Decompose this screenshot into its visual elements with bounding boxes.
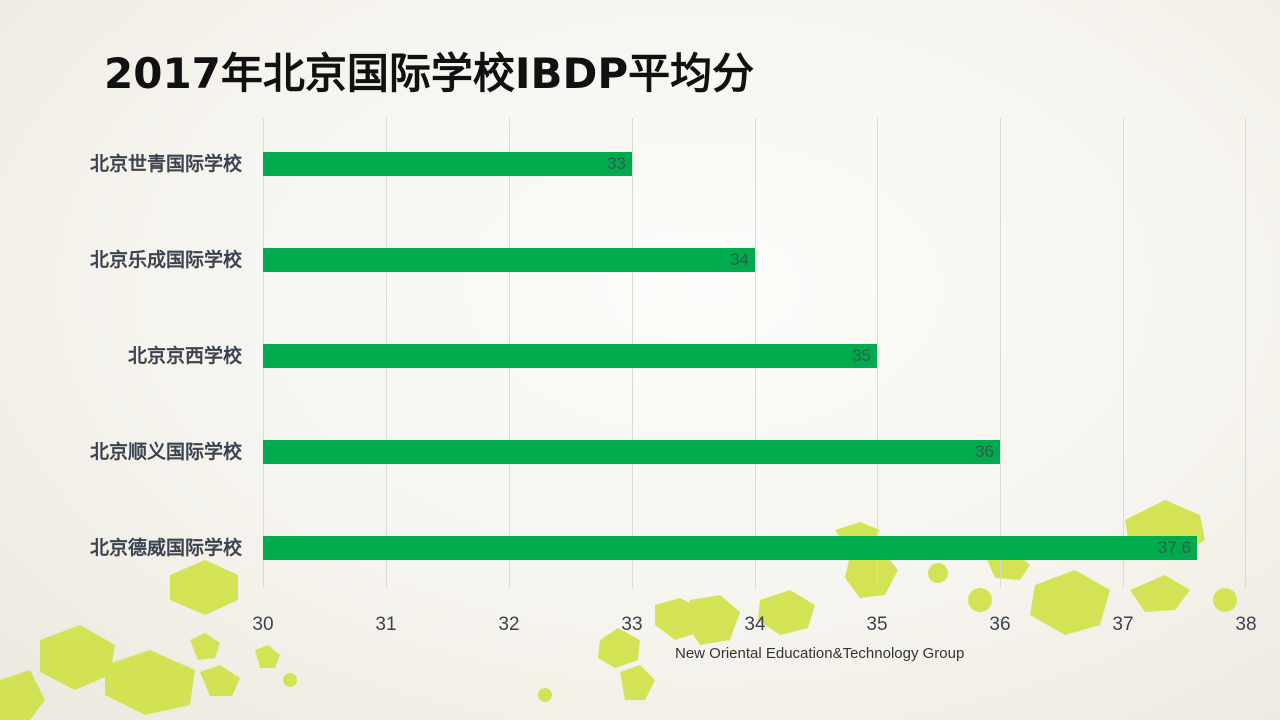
bar-value-label: 34 [730,250,749,269]
bar-value-label: 36 [975,442,994,461]
gridline-35 [877,118,878,588]
x-tick-label: 30 [252,614,274,635]
category-label: 北京世青国际学校 [89,153,242,175]
bar-0: 33 [263,152,632,176]
x-tick-label: 34 [744,614,766,635]
category-label: 北京顺义国际学校 [89,441,242,463]
category-label: 北京乐成国际学校 [89,249,242,271]
bar-2: 35 [263,344,877,368]
bar-value-label: 37.6 [1157,538,1191,557]
x-tick-label: 37 [1112,614,1134,635]
footer-organization-text: New Oriental Education&Technology Group [675,645,965,662]
bar-3: 36 [263,440,1000,464]
category-label: 北京京西学校 [127,345,242,367]
category-label: 北京德威国际学校 [89,537,242,559]
gridline-36 [1000,118,1001,588]
x-tick-label: 32 [498,614,520,635]
gridline-38 [1245,118,1246,588]
x-tick-label: 36 [989,614,1011,635]
bar-4: 37.6 [263,536,1197,560]
bar-value-label: 35 [852,346,871,365]
x-tick-label: 38 [1235,614,1257,635]
bar-chart-plot-area: 33 34 35 36 37.6 [263,118,1246,588]
bar-value-label: 33 [607,154,626,173]
gridline-37 [1123,118,1124,588]
x-tick-label: 35 [866,614,888,635]
slide-title: 2017年北京国际学校IBDP平均分 [104,49,755,98]
x-tick-label: 33 [621,614,643,635]
x-tick-label: 31 [375,614,397,635]
bar-1: 34 [263,248,755,272]
